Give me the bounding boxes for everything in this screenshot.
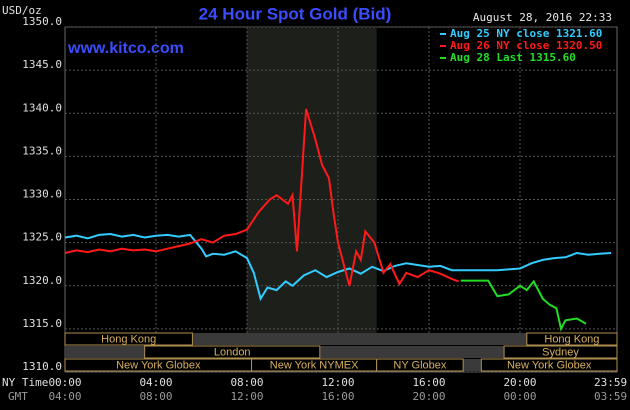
session-label: London	[214, 346, 251, 358]
series-line	[64, 232, 612, 302]
y-tick-label: 1325.0	[22, 231, 62, 244]
session-box	[144, 345, 321, 359]
y-tick-label: 1315.0	[22, 317, 62, 330]
x-tick-label: 04:00	[139, 376, 172, 389]
session-box	[64, 332, 193, 346]
session-box	[526, 332, 618, 346]
y-tick-label: 1310.0	[22, 360, 62, 373]
session-label: Hong Kong	[101, 333, 156, 345]
legend-label: Aug 25 NY close 1321.60	[450, 27, 602, 40]
y-tick-label: 1335.0	[22, 144, 62, 157]
x-tick-label: 08:00	[230, 376, 263, 389]
legend-label: Aug 26 NY close 1320.50	[450, 39, 602, 52]
y-axis-label: USD/oz	[2, 4, 42, 17]
x-tick-label: 23:59	[594, 376, 627, 389]
chart-title: 24 Hour Spot Gold (Bid)	[199, 4, 392, 23]
session-label: New York NYMEX	[270, 359, 359, 371]
x2-tick-label: 03:59	[594, 390, 627, 403]
session-label: Hong Kong	[544, 333, 599, 345]
session-shade	[247, 27, 377, 333]
series-line	[64, 108, 459, 287]
x2-tick-label: 00:00	[503, 390, 536, 403]
x-tick-label: 16:00	[412, 376, 445, 389]
legend-label: Aug 28 Last 1315.60	[450, 51, 576, 64]
x-tick-label: 20:00	[503, 376, 536, 389]
x2-tick-label: 04:00	[48, 390, 81, 403]
y-tick-label: 1350.0	[22, 15, 62, 28]
y-tick-label: 1330.0	[22, 188, 62, 201]
x2-axis-label: GMT	[8, 390, 28, 403]
session-box	[376, 358, 464, 372]
y-tick-label: 1340.0	[22, 101, 62, 114]
x2-tick-label: 12:00	[230, 390, 263, 403]
timestamp: August 28, 2016 22:33	[473, 11, 612, 24]
session-box	[503, 345, 618, 359]
session-label: New York Globex	[507, 359, 592, 371]
x2-tick-label: 20:00	[412, 390, 445, 403]
x-tick-label: 12:00	[321, 376, 354, 389]
x2-tick-label: 16:00	[321, 390, 354, 403]
series-line	[460, 279, 587, 332]
y-tick-label: 1320.0	[22, 274, 62, 287]
site-label: www.kitco.com	[67, 40, 184, 57]
x-axis-label: NY Time	[2, 376, 48, 389]
session-label: Sydney	[542, 346, 579, 358]
session-label: NY Globex	[393, 359, 446, 371]
x2-tick-label: 08:00	[139, 390, 172, 403]
session-box	[480, 358, 618, 372]
session-row	[65, 333, 617, 345]
x-tick-label: 00:00	[48, 376, 81, 389]
y-tick-label: 1345.0	[22, 58, 62, 71]
session-label: New York Globex	[116, 359, 201, 371]
